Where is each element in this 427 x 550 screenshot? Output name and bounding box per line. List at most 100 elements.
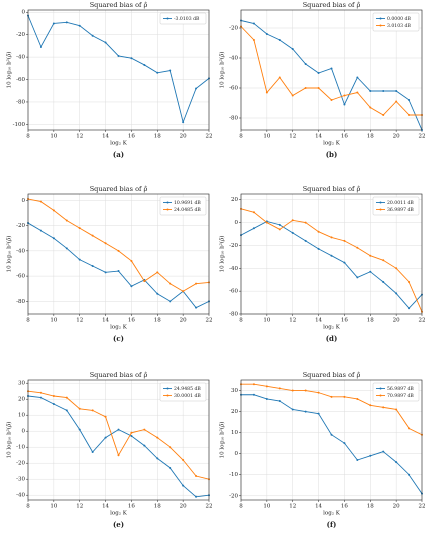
point <box>156 292 159 295</box>
subplot: 8 10 12 14 16 18 20 22 -20 -40 -60 -80 Squared bias … <box>219 0 426 159</box>
point <box>195 475 198 477</box>
point <box>408 427 411 430</box>
legend-marker <box>379 17 382 20</box>
point <box>91 265 94 267</box>
point <box>265 221 268 224</box>
x-tick-label: 18 <box>154 134 161 140</box>
point <box>356 91 359 94</box>
x-tick-label: 16 <box>341 504 348 510</box>
point <box>330 395 333 398</box>
point <box>195 495 198 498</box>
point <box>395 90 398 92</box>
point <box>65 247 68 250</box>
point <box>195 87 198 90</box>
y-axis-label: 10 log₁₀ b²(ρ̂) <box>219 52 226 89</box>
point <box>39 46 42 49</box>
x-tick-label: 22 <box>206 504 213 510</box>
y-tick-label: -80 <box>16 299 25 305</box>
chart-title: Squared bias of ρ̂ <box>303 370 361 379</box>
point <box>395 100 398 103</box>
point <box>343 442 346 445</box>
point <box>182 484 185 487</box>
point <box>169 69 172 72</box>
y-tick-label: -80 <box>229 312 238 318</box>
point <box>252 383 255 386</box>
point <box>130 57 133 60</box>
x-tick-label: 14 <box>102 318 109 324</box>
legend-box <box>159 382 207 402</box>
x-axis-label: log₂ K <box>110 141 128 147</box>
point <box>78 24 81 27</box>
point <box>78 407 81 410</box>
plot-frame <box>27 9 210 131</box>
point <box>408 114 411 116</box>
point <box>143 444 146 447</box>
point <box>182 121 185 124</box>
point <box>182 459 185 461</box>
series-line <box>240 20 423 131</box>
point <box>278 387 281 390</box>
point <box>78 258 81 261</box>
point <box>291 48 294 50</box>
point <box>265 91 268 94</box>
x-tick-label: 18 <box>367 504 374 510</box>
legend-label: -3.0103 dB <box>174 16 200 22</box>
y-tick-label: -40 <box>16 55 25 61</box>
x-tick-label: 8 <box>239 134 243 140</box>
point <box>330 99 333 101</box>
y-tick-label: -20 <box>229 26 238 32</box>
point <box>369 254 372 257</box>
point <box>195 306 198 309</box>
point <box>382 114 385 116</box>
y-tick-label: -40 <box>16 493 25 499</box>
y-tick-label: 20 <box>231 197 238 203</box>
x-tick-label: 14 <box>102 504 109 510</box>
legend-label: 0.0000 dB <box>387 16 411 22</box>
point <box>169 282 172 285</box>
x-tick-label: 22 <box>206 318 213 324</box>
point <box>278 400 281 403</box>
caption: (d) <box>326 334 338 343</box>
y-tick-label: -80 <box>16 99 25 105</box>
point <box>169 300 172 303</box>
point <box>104 271 107 274</box>
x-tick-label: 14 <box>315 134 322 140</box>
point <box>369 90 372 92</box>
point <box>156 436 159 439</box>
legend-marker <box>379 387 382 390</box>
point <box>52 395 55 397</box>
point <box>52 237 55 240</box>
point <box>65 219 68 222</box>
x-tick-label: 22 <box>419 134 426 140</box>
subplot: 8 10 12 14 16 18 20 22 20 0 -20 -40 -60 -80 Squared bi… <box>219 184 426 343</box>
caption: (a) <box>113 150 124 159</box>
point <box>382 259 385 262</box>
point <box>265 33 268 35</box>
x-tick-label: 12 <box>289 504 296 510</box>
x-tick-label: 14 <box>102 134 109 140</box>
y-tick-label: 10 <box>18 413 25 419</box>
x-tick-label: 20 <box>180 504 187 510</box>
point <box>330 67 333 70</box>
legend-marker <box>379 208 382 211</box>
point <box>382 90 385 92</box>
point <box>65 409 68 412</box>
legend-box <box>159 196 207 216</box>
point <box>156 271 159 274</box>
point <box>252 227 255 230</box>
point <box>304 63 307 65</box>
y-tick-label: -20 <box>16 32 25 38</box>
y-tick-label: -100 <box>13 122 26 128</box>
legend-marker <box>379 201 382 204</box>
point <box>117 270 120 273</box>
legend-label: 36.9897 dB <box>387 207 414 213</box>
plot-frame <box>27 193 210 315</box>
point <box>343 395 346 398</box>
x-axis-label: log₂ K <box>323 511 341 517</box>
point <box>252 22 255 25</box>
point <box>291 231 294 234</box>
point <box>52 22 55 25</box>
series-line <box>27 15 210 124</box>
x-tick-label: 20 <box>393 134 400 140</box>
x-tick-label: 18 <box>367 134 374 140</box>
